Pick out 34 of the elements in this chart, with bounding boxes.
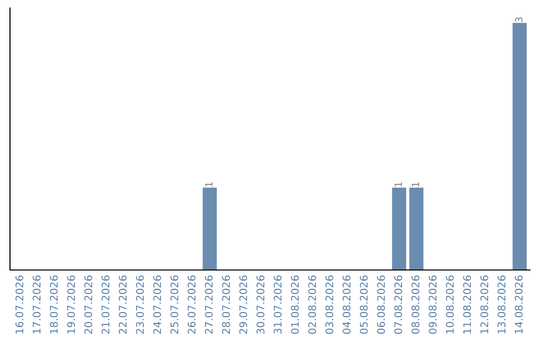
x-tick-label: 07.08.2026 — [394, 276, 402, 334]
x-tick-label: 22.07.2026 — [118, 276, 127, 334]
x-tick-label: 11.08.2026 — [463, 276, 472, 334]
x-tick-label: 27.07.2026 — [204, 276, 213, 334]
x-tick-label: 04.08.2026 — [342, 276, 351, 334]
x-tick-label: 12.08.2026 — [480, 276, 488, 334]
x-tick-label: 29.07.2026 — [239, 276, 248, 334]
x-tick-label: 14.08.2026 — [514, 276, 523, 334]
data-label: 1 — [205, 182, 212, 187]
x-tick-label: 21.07.2026 — [102, 276, 110, 334]
x-tick-label: 30.07.2026 — [256, 276, 264, 334]
x-tick-label: 13.08.2026 — [498, 276, 506, 334]
x-tick-label: 08.08.2026 — [412, 276, 420, 334]
x-tick-label: 16.07.2026 — [15, 276, 24, 334]
x-tick-label: 28.07.2026 — [222, 276, 230, 334]
x-tick-label: 05.08.2026 — [360, 276, 368, 334]
x-tick-label: 01.08.2026 — [290, 276, 299, 334]
x-tick-label: 31.07.2026 — [274, 276, 282, 334]
x-tick-label: 26.07.2026 — [188, 276, 196, 334]
data-label: 1 — [412, 182, 420, 187]
data-label: 3 — [515, 17, 522, 22]
x-tick-label: 17.07.2026 — [32, 276, 41, 334]
x-tick-label: 18.07.2026 — [50, 276, 58, 334]
x-tick-label: 25.07.2026 — [170, 276, 178, 334]
x-tick-label: 02.08.2026 — [308, 276, 316, 334]
data-label: 1 — [394, 182, 402, 187]
x-tick-label: 20.07.2026 — [84, 276, 92, 334]
x-tick-label: 23.07.2026 — [136, 276, 144, 334]
x-tick-label: 06.08.2026 — [377, 276, 385, 334]
x-tick-label: 24.07.2026 — [153, 276, 162, 334]
x-tick-label: 10.08.2026 — [446, 276, 454, 334]
x-tick-label: 03.08.2026 — [325, 276, 334, 334]
x-tick-label: 19.07.2026 — [67, 276, 76, 334]
x-tick-label: 09.08.2026 — [428, 276, 437, 334]
